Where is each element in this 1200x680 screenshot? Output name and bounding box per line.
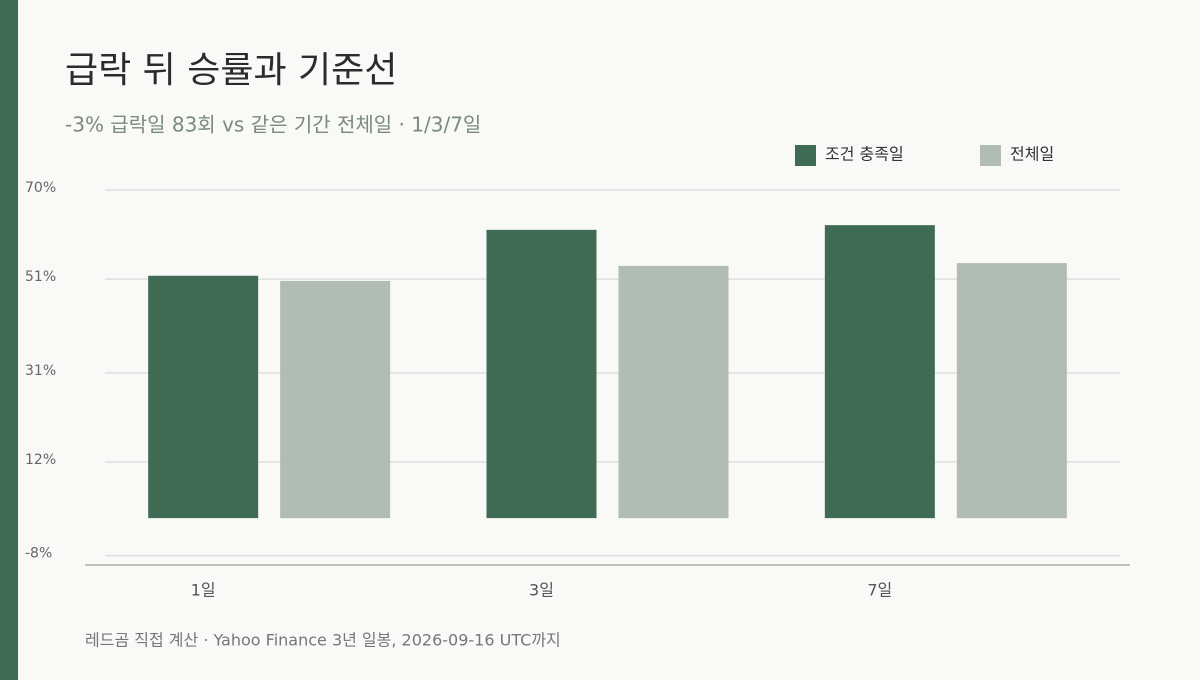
bar bbox=[148, 275, 259, 519]
bar bbox=[280, 280, 391, 519]
x-tick-label: 3일 bbox=[529, 581, 554, 600]
y-tick-label: 51% bbox=[25, 269, 56, 285]
source-note: 레드곰 직접 계산 · Yahoo Finance 3년 일봉, 2026-09… bbox=[85, 631, 561, 650]
bar bbox=[824, 225, 935, 519]
legend-swatch bbox=[980, 145, 1001, 166]
y-tick-label: 12% bbox=[25, 452, 56, 468]
y-tick-label: 31% bbox=[25, 363, 56, 379]
side-stripe bbox=[0, 0, 18, 680]
bar bbox=[486, 229, 597, 519]
chart-title: 급락 뒤 승률과 기준선 bbox=[65, 50, 397, 91]
legend-swatch bbox=[795, 145, 816, 166]
chart-subtitle: -3% 급락일 83회 vs 같은 기간 전체일 · 1/3/7일 bbox=[65, 113, 481, 137]
bar bbox=[956, 263, 1067, 519]
x-tick-label: 7일 bbox=[867, 581, 892, 600]
bar bbox=[618, 265, 729, 519]
y-tick-label: -8% bbox=[25, 546, 52, 562]
x-tick-label: 1일 bbox=[191, 581, 216, 600]
y-tick-label: 70% bbox=[25, 180, 56, 196]
legend-label: 전체일 bbox=[1010, 145, 1054, 164]
legend-label: 조건 충족일 bbox=[825, 145, 904, 164]
